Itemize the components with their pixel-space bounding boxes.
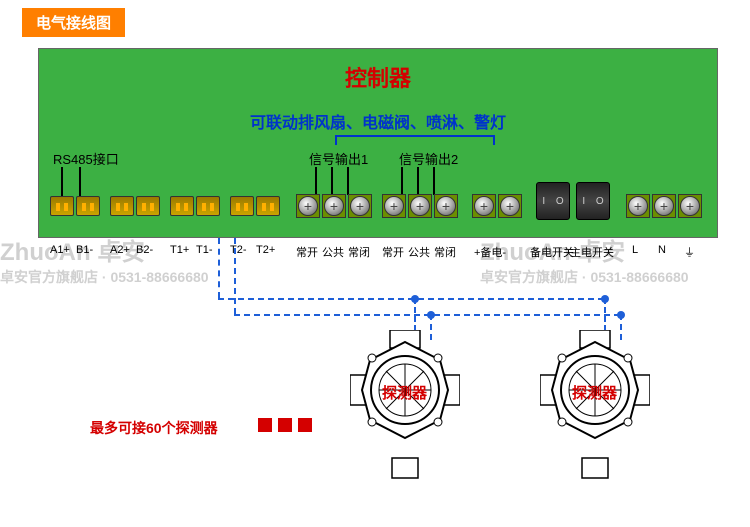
terminal-screw (474, 196, 494, 216)
lead-line (331, 167, 333, 195)
terminal-label: 公共 (322, 244, 344, 260)
terminal-label: N (658, 244, 666, 256)
detector-label: 探测器 (572, 382, 617, 403)
terminal-screw (384, 196, 404, 216)
rs485-label: RS485接口 (53, 149, 119, 168)
terminal-label: B2- (136, 244, 153, 256)
wire-dash (234, 238, 236, 314)
junction-dot (617, 311, 625, 319)
rocker-switch: IO (576, 182, 610, 220)
terminal-label: A1+ (50, 244, 70, 256)
detector-icon (540, 330, 650, 480)
terminal-yellow (230, 196, 254, 216)
terminal-screw (436, 196, 456, 216)
terminal-screw (410, 196, 430, 216)
terminal-screw (628, 196, 648, 216)
terminal-label: B1- (76, 244, 93, 256)
terminal-label: T2+ (256, 244, 275, 256)
terminal-label: A2+ (110, 244, 130, 256)
terminal-screw (350, 196, 370, 216)
rocker-switch: IO (536, 182, 570, 220)
brace-icon (335, 135, 495, 143)
terminal-yellow (170, 196, 194, 216)
detector-icon (350, 330, 460, 480)
terminal-screw (654, 196, 674, 216)
terminal-yellow (110, 196, 134, 216)
red-square-icon (278, 418, 292, 432)
lead-line (315, 167, 317, 195)
lead-line (61, 167, 63, 197)
terminal-yellow (256, 196, 280, 216)
switch-label: 备电开关 (530, 244, 574, 260)
terminal-label: ⏚ (684, 244, 695, 260)
board-subtitle: 可联动排风扇、电磁阀、喷淋、警灯 (39, 109, 717, 133)
section-header: 电气接线图 (22, 8, 125, 37)
board-title: 控制器 (39, 61, 717, 93)
sig1-label: 信号输出1 (309, 149, 368, 168)
max-detectors-note: 最多可接60个探测器 (90, 418, 218, 438)
junction-dot (411, 295, 419, 303)
terminal-label: T1+ (170, 244, 189, 256)
lead-line (433, 167, 435, 195)
red-square-icon (258, 418, 272, 432)
terminal-screw (680, 196, 700, 216)
watermark-left: ZhuoAn 卓安 卓安官方旗舰店 · 0531-88666680 (0, 232, 209, 287)
terminal-label: 常闭 (434, 244, 456, 260)
junction-dot (601, 295, 609, 303)
junction-dot (427, 311, 435, 319)
terminal-label: T1- (196, 244, 213, 256)
terminal-yellow (196, 196, 220, 216)
terminal-label: T2- (230, 244, 247, 256)
terminal-label: 公共 (408, 244, 430, 260)
terminal-label: 常闭 (348, 244, 370, 260)
wire-dash (218, 238, 220, 298)
switch-label: 主电开关 (570, 244, 614, 260)
lead-line (79, 167, 81, 197)
terminal-label: 常开 (296, 244, 318, 260)
lead-line (417, 167, 419, 195)
lead-line (347, 167, 349, 195)
sig2-label: 信号输出2 (399, 149, 458, 168)
terminal-screw (500, 196, 520, 216)
red-square-icon (298, 418, 312, 432)
terminal-label: +备电- (474, 244, 506, 260)
terminal-yellow (76, 196, 100, 216)
terminal-screw (298, 196, 318, 216)
terminal-screw (324, 196, 344, 216)
lead-line (401, 167, 403, 195)
terminal-label: L (632, 244, 638, 256)
terminal-yellow (136, 196, 160, 216)
terminal-yellow (50, 196, 74, 216)
terminal-label: 常开 (382, 244, 404, 260)
detector-label: 探测器 (382, 382, 427, 403)
